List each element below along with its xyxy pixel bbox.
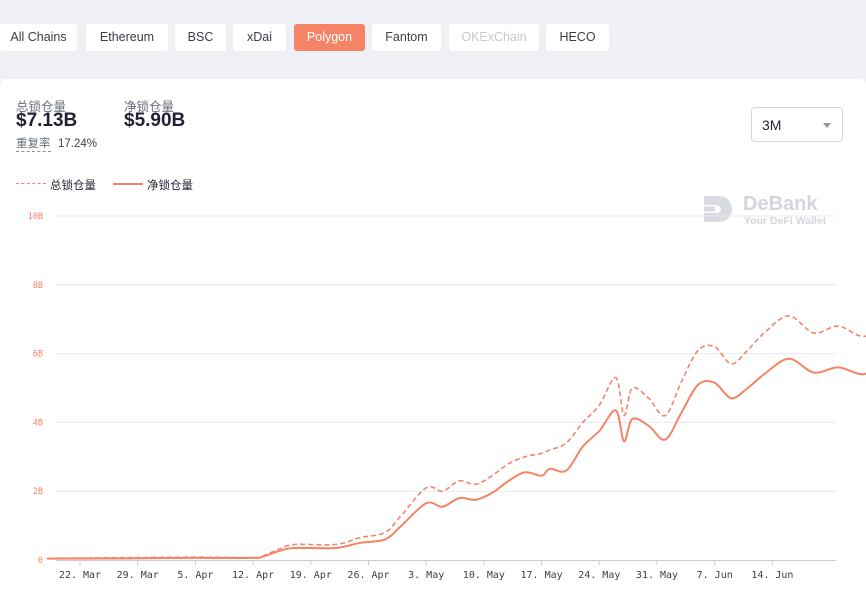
x-tick-label: 26. Apr (347, 570, 389, 581)
x-tick-label: 22. Mar (59, 570, 101, 581)
tab-fantom[interactable]: Fantom (372, 24, 441, 51)
time-range-value: 3M (762, 117, 782, 133)
y-tick-label: 8B (33, 281, 43, 291)
tab-heco[interactable]: HECO (546, 24, 609, 51)
legend-label-net: 净锁仓量 (147, 180, 193, 192)
x-tick-label: 5. Apr (177, 570, 213, 581)
total-locked-value: $7.13B (16, 110, 78, 131)
series-line-net (46, 357, 866, 560)
x-tick-label: 19. Apr (290, 570, 332, 581)
tab-xdai[interactable]: xDai (233, 24, 286, 51)
legend-dashed-line-icon (16, 183, 46, 184)
time-range-select[interactable]: 3M (751, 107, 843, 142)
tab-ethereum[interactable]: Ethereum (86, 24, 168, 51)
x-tick-label: 7. Jun (697, 570, 733, 581)
x-tick-label: 14. Jun (751, 570, 793, 581)
x-tick-label: 31. May (636, 570, 678, 581)
x-tick-label: 10. May (463, 570, 505, 581)
y-tick-label: 0 (38, 556, 43, 566)
tab-polygon[interactable]: Polygon (294, 24, 365, 51)
watermark-subtitle: Your DeFi Wallet (744, 215, 827, 227)
x-tick-label: 17. May (521, 570, 563, 581)
total-locked-label: 总锁仓量 (16, 100, 67, 114)
y-tick-label: 2B (33, 487, 43, 497)
tab-okexchain[interactable]: OKExChain (449, 24, 539, 51)
net-locked-label: 净锁仓量 (124, 100, 175, 114)
y-tick-label: 4B (33, 418, 43, 428)
series-line-total (46, 315, 866, 560)
watermark-title: DeBank (743, 193, 818, 215)
x-tick-label: 24. May (578, 570, 620, 581)
tab-all-chains[interactable]: All Chains (0, 24, 77, 51)
net-locked-value: $5.90B (124, 110, 186, 131)
y-tick-label: 6B (33, 350, 43, 360)
x-tick-label: 3. May (408, 570, 444, 581)
chevron-down-icon (823, 123, 831, 128)
tab-bsc[interactable]: BSC (175, 24, 226, 51)
tvl-card: 总锁仓量 $7.13B 净锁仓量 $5.90B 重复率 17.24% 3M 总锁… (0, 79, 866, 597)
legend-label-total: 总锁仓量 (50, 180, 96, 192)
duplicate-rate-value: 17.24% (58, 138, 98, 150)
duplicate-rate-label[interactable]: 重复率 (16, 138, 51, 152)
y-tick-label: 10B (28, 212, 43, 222)
x-tick-label: 12. Apr (232, 570, 274, 581)
x-tick-label: 29. Mar (117, 570, 159, 581)
legend-solid-line-icon (113, 183, 143, 185)
